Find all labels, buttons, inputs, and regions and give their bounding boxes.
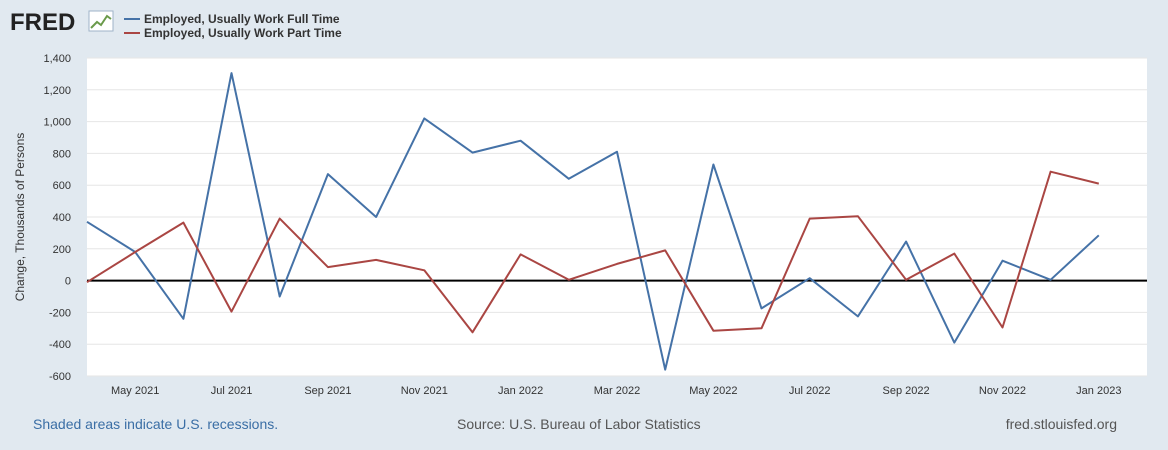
fred-logo-text: FRED xyxy=(10,9,75,36)
x-tick-label: Nov 2022 xyxy=(979,385,1026,397)
y-tick-label: 600 xyxy=(53,180,71,192)
site-link[interactable]: fred.stlouisfed.org xyxy=(1005,416,1117,432)
series xyxy=(86,72,1100,371)
x-tick-label: Mar 2022 xyxy=(594,385,640,397)
y-tick-label: 400 xyxy=(53,212,71,224)
x-tick-label: May 2022 xyxy=(689,385,737,397)
x-tick-label: Sep 2022 xyxy=(883,385,930,397)
fred-chart-icon xyxy=(88,10,114,32)
x-tick-label: Jan 2023 xyxy=(1076,385,1121,397)
y-axis-ticks: -600 -400 -200 0 200 400 600 800 1,000 1,200 1,400 xyxy=(43,53,71,383)
x-tick-label: Jan 2022 xyxy=(498,385,543,397)
y-tick-label: 1,200 xyxy=(43,85,71,97)
y-tick-label: 800 xyxy=(53,148,71,160)
chart: FRED Employed, Usually Work Full Time Em… xyxy=(10,9,1147,397)
legend-label-part-time: Employed, Usually Work Part Time xyxy=(144,26,342,40)
y-tick-label: 1,400 xyxy=(43,53,71,65)
y-tick-label: -600 xyxy=(49,371,71,383)
fred-logo[interactable]: FRED xyxy=(10,9,114,36)
x-tick-label: May 2021 xyxy=(111,385,159,397)
y-tick-label: 1,000 xyxy=(43,117,71,129)
x-tick-label: Nov 2021 xyxy=(401,385,448,397)
y-tick-label: 0 xyxy=(65,276,71,288)
y-tick-label: -400 xyxy=(49,339,71,351)
series-line-part-time xyxy=(86,170,1100,334)
recession-note[interactable]: Shaded areas indicate U.S. recessions. xyxy=(33,416,279,432)
y-axis-label: Change, Thousands of Persons xyxy=(13,133,27,302)
x-tick-label: Jul 2022 xyxy=(789,385,831,397)
y-tick-label: -200 xyxy=(49,307,71,319)
legend: Employed, Usually Work Full Time Employe… xyxy=(124,12,342,40)
x-tick-label: Jul 2021 xyxy=(211,385,253,397)
x-axis-ticks: May 2021 Jul 2021 Sep 2021 Nov 2021 Jan 2022… xyxy=(111,385,1121,397)
legend-label-full-time: Employed, Usually Work Full Time xyxy=(144,12,340,26)
x-tick-label: Sep 2021 xyxy=(304,385,351,397)
series-line-full-time xyxy=(86,72,1100,371)
source-text: Source: U.S. Bureau of Labor Statistics xyxy=(457,416,701,432)
y-tick-label: 200 xyxy=(53,244,71,256)
